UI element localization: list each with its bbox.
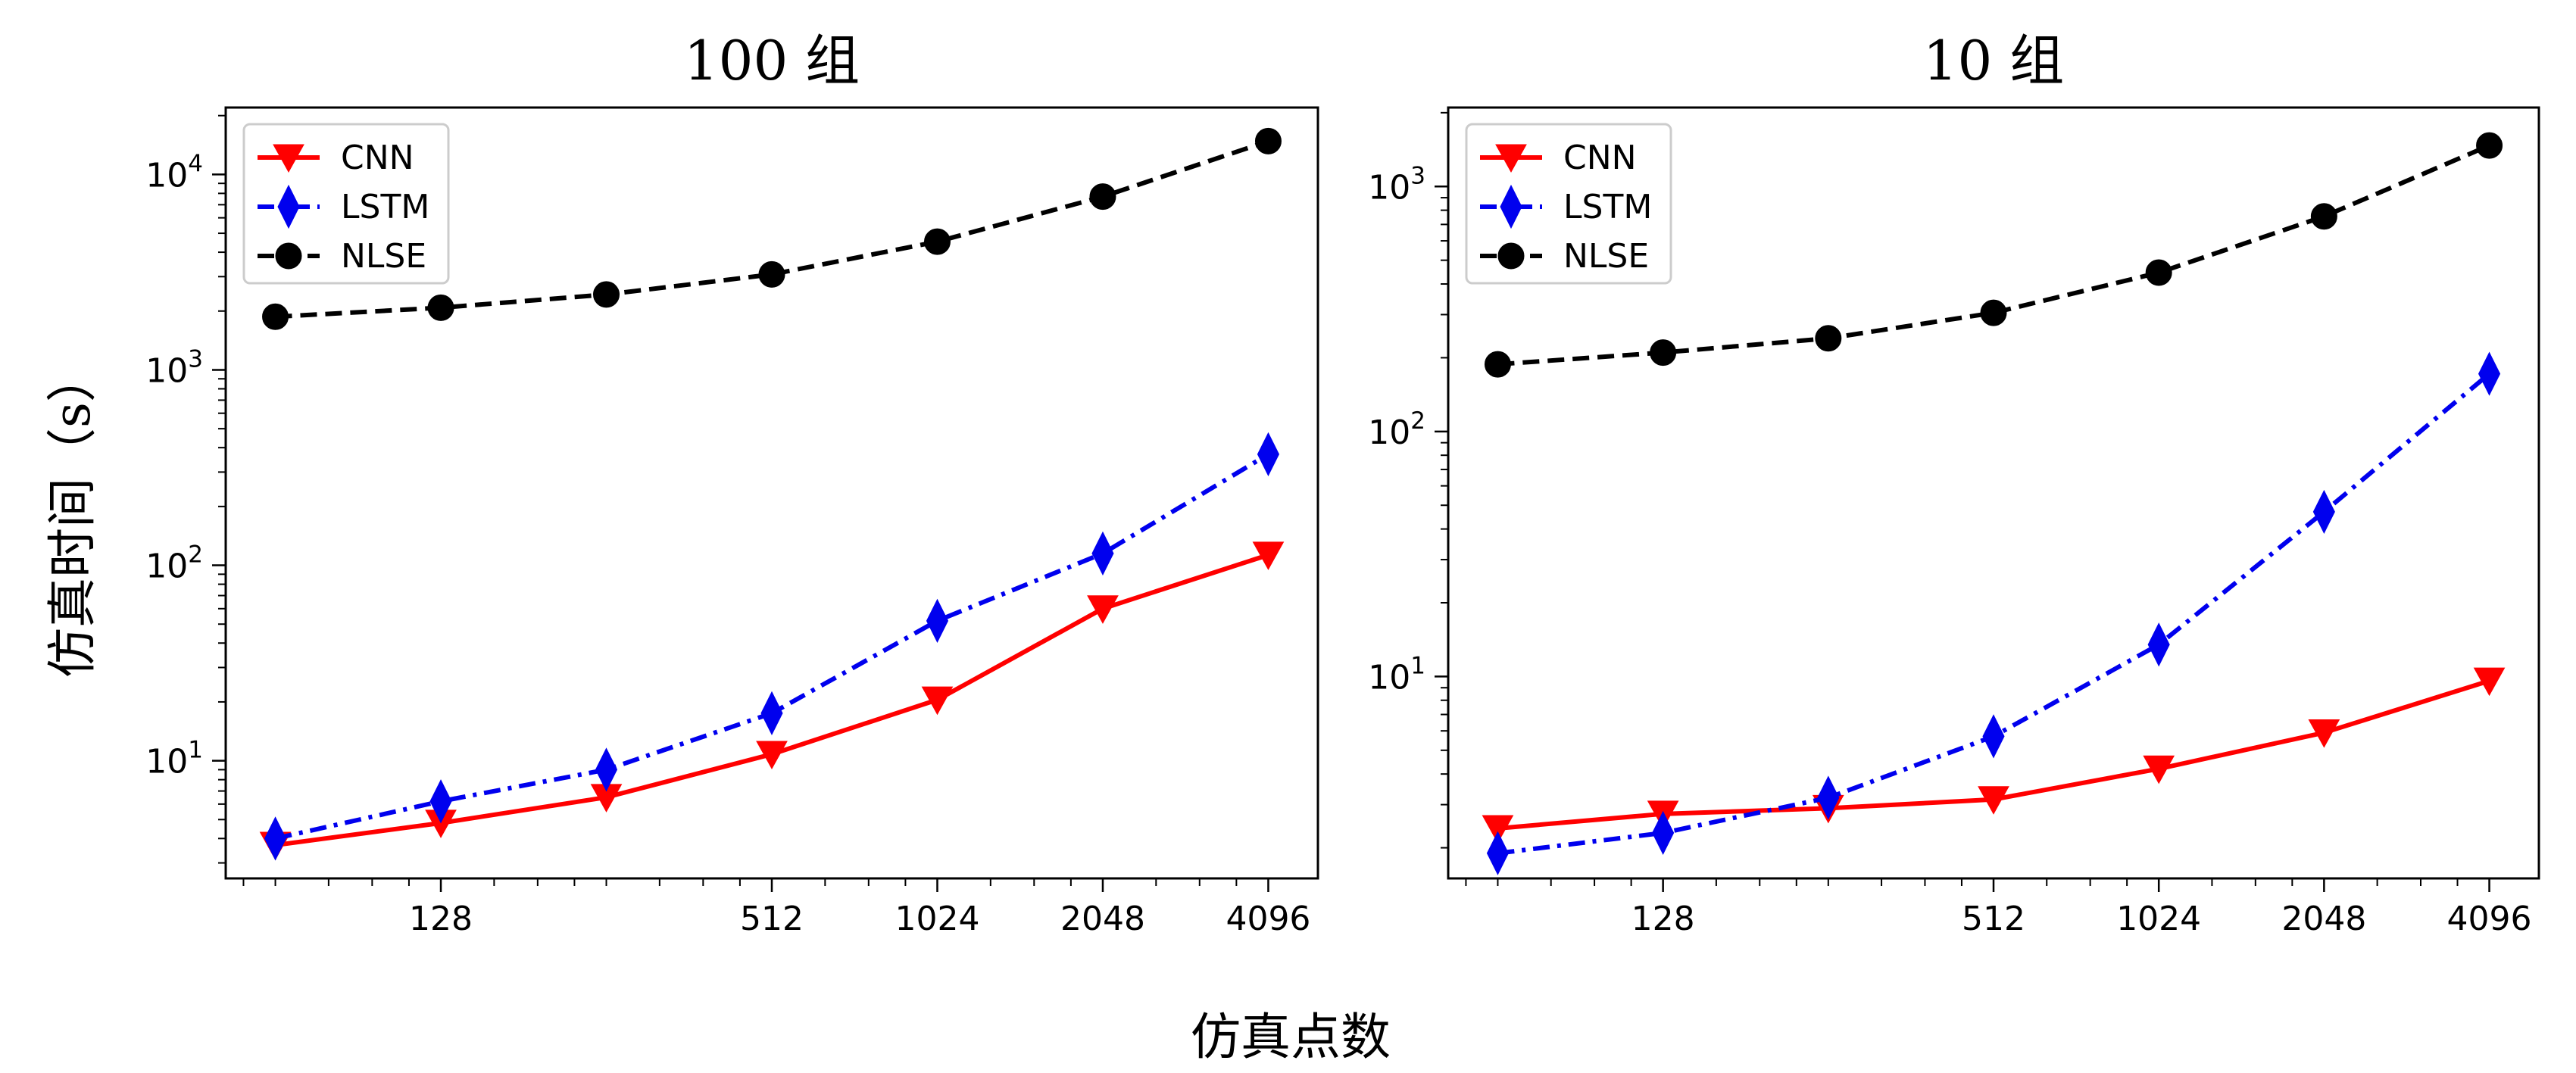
x-tick-label: 512 — [740, 900, 804, 938]
legend-marker-cnn — [273, 144, 304, 173]
y-tick-label: 101 — [1368, 652, 1425, 697]
data-point-cnn — [2308, 719, 2340, 748]
x-axis-label: 仿真点数 — [1191, 1008, 1391, 1066]
data-point-lstm — [2312, 489, 2335, 535]
legend-marker-lstm — [1500, 184, 1522, 229]
legend-box — [242, 123, 450, 285]
data-point-cnn — [756, 741, 788, 770]
legend-label-cnn: CNN — [341, 139, 414, 177]
chart-title: 10 组 — [1923, 29, 2065, 92]
legend-marker-nlse — [275, 242, 302, 270]
data-point-nlse — [2310, 203, 2337, 230]
legend-label-cnn: CNN — [1563, 139, 1637, 177]
y-tick-label: 102 — [145, 541, 203, 586]
x-tick-label: 128 — [409, 900, 473, 938]
plot-frame — [1447, 106, 2540, 880]
legend-label-lstm: LSTM — [1563, 188, 1652, 226]
legend-marker-nlse — [1497, 242, 1525, 270]
legend-label-nlse: NLSE — [341, 237, 426, 276]
data-point-cnn — [2473, 667, 2506, 697]
data-point-nlse — [2476, 132, 2503, 159]
x-tick-label: 512 — [1962, 900, 2025, 938]
data-point-lstm — [760, 691, 783, 736]
chart-panel-1: 100 组 128 512 1024 2048 4096 101 102 103 104 CNN LS… — [145, 29, 1319, 938]
y-axis-label: 仿真时间（s） — [43, 352, 101, 678]
x-tick-label: 4096 — [2447, 900, 2532, 938]
legend-marker-cnn — [1495, 144, 1527, 173]
data-point-lstm — [429, 779, 452, 824]
x-tick-label: 4096 — [1226, 900, 1310, 938]
data-point-lstm — [1486, 831, 1510, 875]
x-tick-label: 2048 — [2281, 900, 2366, 938]
data-point-cnn — [921, 686, 954, 716]
y-tick-label: 102 — [1368, 407, 1425, 452]
y-tick-label: 103 — [145, 345, 203, 390]
data-point-cnn — [1087, 595, 1119, 624]
chart-panel-2: 10 组 128 512 1024 2048 4096 101 102 103 CNN LSTM NL… — [1368, 29, 2540, 938]
data-point-lstm — [264, 816, 287, 861]
data-point-nlse — [1484, 351, 1511, 378]
data-point-nlse — [593, 281, 620, 308]
data-point-nlse — [1815, 325, 1842, 352]
x-tick-label: 128 — [1631, 900, 1695, 938]
data-point-lstm — [1652, 810, 1675, 856]
data-point-lstm — [1257, 432, 1280, 477]
data-point-nlse — [923, 228, 951, 255]
data-point-lstm — [926, 598, 949, 643]
data-point-nlse — [1980, 299, 2007, 326]
data-point-lstm — [1091, 531, 1114, 575]
legend-box — [1465, 123, 1672, 285]
legend-label-lstm: LSTM — [341, 188, 429, 226]
data-point-lstm — [1817, 775, 1840, 820]
x-tick-label: 1024 — [895, 900, 979, 938]
y-tick-label: 104 — [145, 150, 203, 195]
data-point-nlse — [427, 294, 454, 321]
data-point-cnn — [1482, 815, 1514, 844]
data-point-lstm — [595, 747, 618, 792]
data-point-nlse — [1089, 183, 1116, 211]
data-point-cnn — [2143, 755, 2175, 784]
data-point-lstm — [2147, 622, 2170, 667]
data-point-lstm — [1982, 714, 2005, 759]
plot-frame — [224, 106, 1319, 880]
data-point-nlse — [262, 303, 289, 330]
data-point-cnn — [1978, 786, 2009, 815]
legend-marker-lstm — [277, 184, 300, 229]
data-point-nlse — [2145, 259, 2172, 286]
data-point-nlse — [758, 260, 785, 288]
data-point-nlse — [1650, 339, 1677, 367]
chart-title: 100 组 — [684, 29, 860, 92]
data-point-nlse — [1254, 127, 1282, 154]
data-point-cnn — [1252, 541, 1285, 570]
data-point-lstm — [2478, 351, 2501, 396]
legend-label-nlse: NLSE — [1563, 237, 1649, 276]
y-tick-label: 103 — [1368, 162, 1425, 207]
y-tick-label: 101 — [145, 737, 203, 781]
x-tick-label: 2048 — [1060, 900, 1145, 938]
x-tick-label: 1024 — [2116, 900, 2201, 938]
